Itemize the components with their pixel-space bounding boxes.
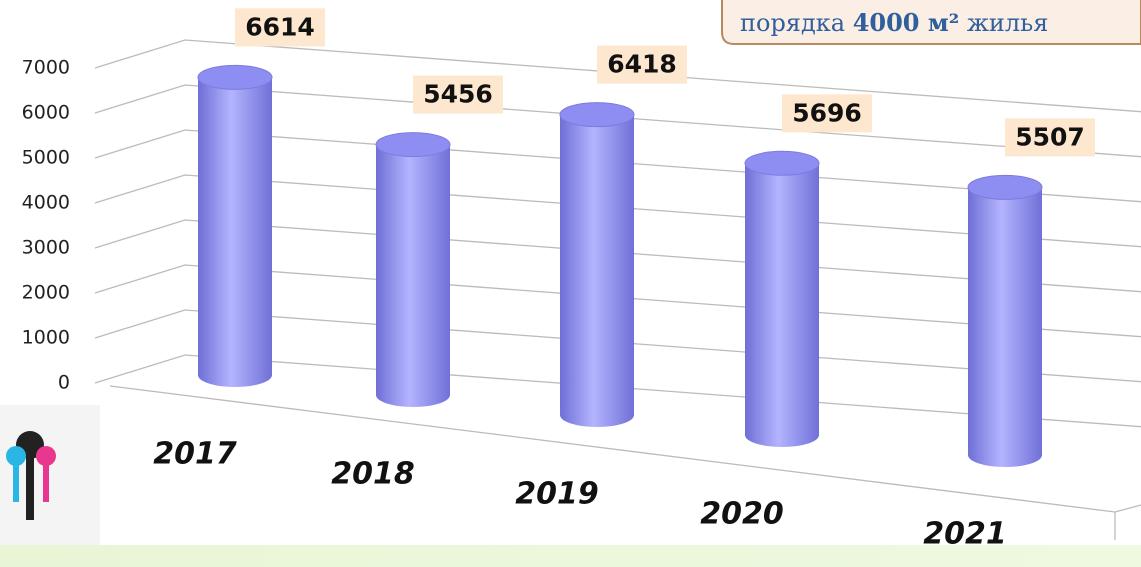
bar-body xyxy=(745,163,819,436)
y-tick-label: 4000 xyxy=(22,192,70,214)
bar-body xyxy=(198,77,272,376)
value-label: 5696 xyxy=(792,98,862,127)
x-tick-label: 2018 xyxy=(331,457,415,492)
value-label-box xyxy=(413,75,503,114)
grid-line xyxy=(94,264,1141,338)
bar-body xyxy=(376,144,450,395)
callout-text: порядка 4000 м² жилья xyxy=(740,8,1048,37)
value-label: 5456 xyxy=(423,80,493,109)
y-tick-label: 0 xyxy=(58,372,70,394)
bar-top xyxy=(744,150,820,176)
value-label-box xyxy=(782,94,872,133)
bar-top xyxy=(559,102,635,128)
grid-line xyxy=(94,219,1141,293)
bar-top xyxy=(197,64,273,90)
bar xyxy=(559,102,635,427)
y-tick-label: 3000 xyxy=(22,237,70,259)
grid-line xyxy=(94,39,1141,113)
bar-top xyxy=(967,174,1043,200)
x-tick-label: 2017 xyxy=(153,437,237,472)
footer-band xyxy=(0,545,1141,567)
bar xyxy=(375,132,451,407)
value-label: 6614 xyxy=(245,12,315,41)
grid-line xyxy=(94,174,1141,248)
bar-body xyxy=(560,114,634,415)
value-label: 6418 xyxy=(607,50,677,79)
bar xyxy=(197,64,273,387)
bar-top xyxy=(375,132,451,158)
value-label-box xyxy=(597,45,687,84)
grid-line xyxy=(94,354,1141,428)
grid-line xyxy=(94,309,1141,383)
value-label-box xyxy=(235,8,325,47)
value-label: 5507 xyxy=(1015,122,1085,151)
y-tick-label: 6000 xyxy=(22,102,70,124)
value-label-box xyxy=(1005,118,1095,157)
bar-body xyxy=(968,187,1042,455)
grid-line xyxy=(94,84,1141,158)
logo xyxy=(0,405,100,545)
x-tick-label: 2020 xyxy=(700,497,784,532)
grid-line xyxy=(94,129,1141,203)
bar xyxy=(967,174,1043,467)
y-tick-label: 5000 xyxy=(22,147,70,169)
y-tick-label: 2000 xyxy=(22,282,70,304)
floor xyxy=(109,385,1141,540)
y-tick-label: 7000 xyxy=(22,57,70,79)
x-tick-label: 2019 xyxy=(515,477,599,512)
y-tick-label: 1000 xyxy=(22,327,70,349)
callout: порядка 4000 м² жилья xyxy=(721,0,1141,45)
bar xyxy=(744,150,820,447)
